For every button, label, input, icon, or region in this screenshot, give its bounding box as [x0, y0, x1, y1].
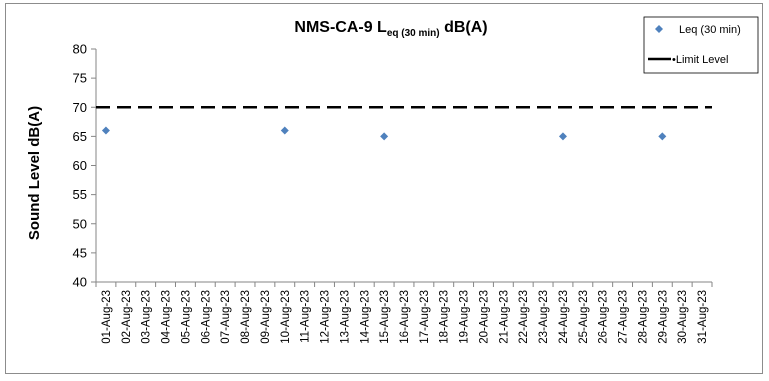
chart-title-subscript: eq (30 min) — [387, 28, 440, 39]
y-tick-label: 50 — [73, 216, 87, 231]
y-tick-label: 80 — [73, 42, 87, 57]
y-tick-label: 40 — [73, 275, 87, 290]
x-tick-label: 04-Aug-23 — [161, 290, 173, 344]
x-tick-label: 17-Aug-23 — [419, 290, 431, 344]
x-tick-label: 06-Aug-23 — [200, 290, 212, 344]
x-tick-label: 31-Aug-23 — [697, 290, 709, 344]
y-tick-label: 55 — [73, 187, 87, 202]
x-tick-label: 28-Aug-23 — [637, 290, 649, 344]
x-tick-label: 22-Aug-23 — [518, 290, 530, 344]
y-tick-label: 60 — [73, 158, 87, 173]
x-tick-label: 14-Aug-23 — [359, 290, 371, 344]
legend: Leq (30 min) •Limit Level — [643, 16, 759, 74]
y-tick-label: 70 — [73, 100, 87, 115]
legend-diamond-marker-icon — [655, 25, 663, 33]
x-tick-label: 15-Aug-23 — [379, 290, 391, 344]
chart-title-main: NMS-CA-9 L — [294, 19, 387, 36]
x-tick-label: 21-Aug-23 — [498, 290, 510, 344]
legend-label-limit: •Limit Level — [672, 54, 728, 66]
x-tick-label: 20-Aug-23 — [478, 290, 490, 344]
y-axis-label: Sound Level dB(A) — [26, 106, 43, 240]
x-tick-label: 16-Aug-23 — [399, 290, 411, 344]
x-tick-label: 23-Aug-23 — [538, 290, 550, 344]
x-tick-label: 11-Aug-23 — [300, 290, 312, 343]
x-tick-label: 09-Aug-23 — [260, 290, 272, 344]
x-tick-label: 03-Aug-23 — [141, 290, 153, 344]
x-tick-label: 24-Aug-23 — [558, 290, 570, 344]
x-tick-label: 13-Aug-23 — [339, 290, 351, 344]
x-ticks: 01-Aug-23 02-Aug-23 03-Aug-23 04-Aug-23 05-A… — [95, 282, 713, 344]
chart-title: NMS-CA-9 Leq (30 min) dB(A) — [294, 19, 487, 39]
chart-title-suffix: dB(A) — [440, 19, 488, 36]
x-tick-label: 01-Aug-23 — [101, 290, 113, 344]
legend-label-limit-text: Limit Level — [676, 54, 729, 66]
data-point — [558, 132, 567, 141]
x-tick-label: 07-Aug-23 — [220, 290, 232, 344]
x-tick-label: 30-Aug-23 — [677, 290, 689, 344]
x-tick-label: 05-Aug-23 — [180, 290, 192, 344]
x-tick-label: 10-Aug-23 — [280, 290, 292, 344]
x-tick-label: 27-Aug-23 — [618, 290, 630, 344]
x-tick-label: 18-Aug-23 — [439, 290, 451, 344]
y-tick-label: 65 — [73, 129, 87, 144]
data-point — [101, 126, 110, 135]
x-tick-label: 19-Aug-23 — [459, 290, 471, 344]
x-tick-label: 02-Aug-23 — [121, 290, 133, 344]
y-tick-label: 75 — [73, 71, 87, 86]
data-point — [658, 132, 667, 141]
x-tick-label: 26-Aug-23 — [598, 290, 610, 344]
x-tick-label: 29-Aug-23 — [657, 290, 669, 344]
y-ticks: 40 45 50 55 60 65 70 75 80 — [73, 42, 96, 290]
data-points — [101, 126, 667, 141]
legend-box — [643, 16, 759, 74]
data-point — [280, 126, 289, 135]
x-tick-label: 25-Aug-23 — [578, 290, 590, 344]
y-tick-label: 45 — [73, 245, 87, 260]
x-tick-label: 12-Aug-23 — [320, 290, 332, 344]
scatter-chart: NMS-CA-9 Leq (30 min) dB(A) Sound Level … — [26, 16, 759, 344]
data-point — [380, 132, 389, 141]
chart-frame: NMS-CA-9 Leq (30 min) dB(A) Sound Level … — [5, 3, 763, 374]
x-tick-label: 08-Aug-23 — [240, 290, 252, 344]
legend-label-leq: Leq (30 min) — [679, 24, 741, 36]
